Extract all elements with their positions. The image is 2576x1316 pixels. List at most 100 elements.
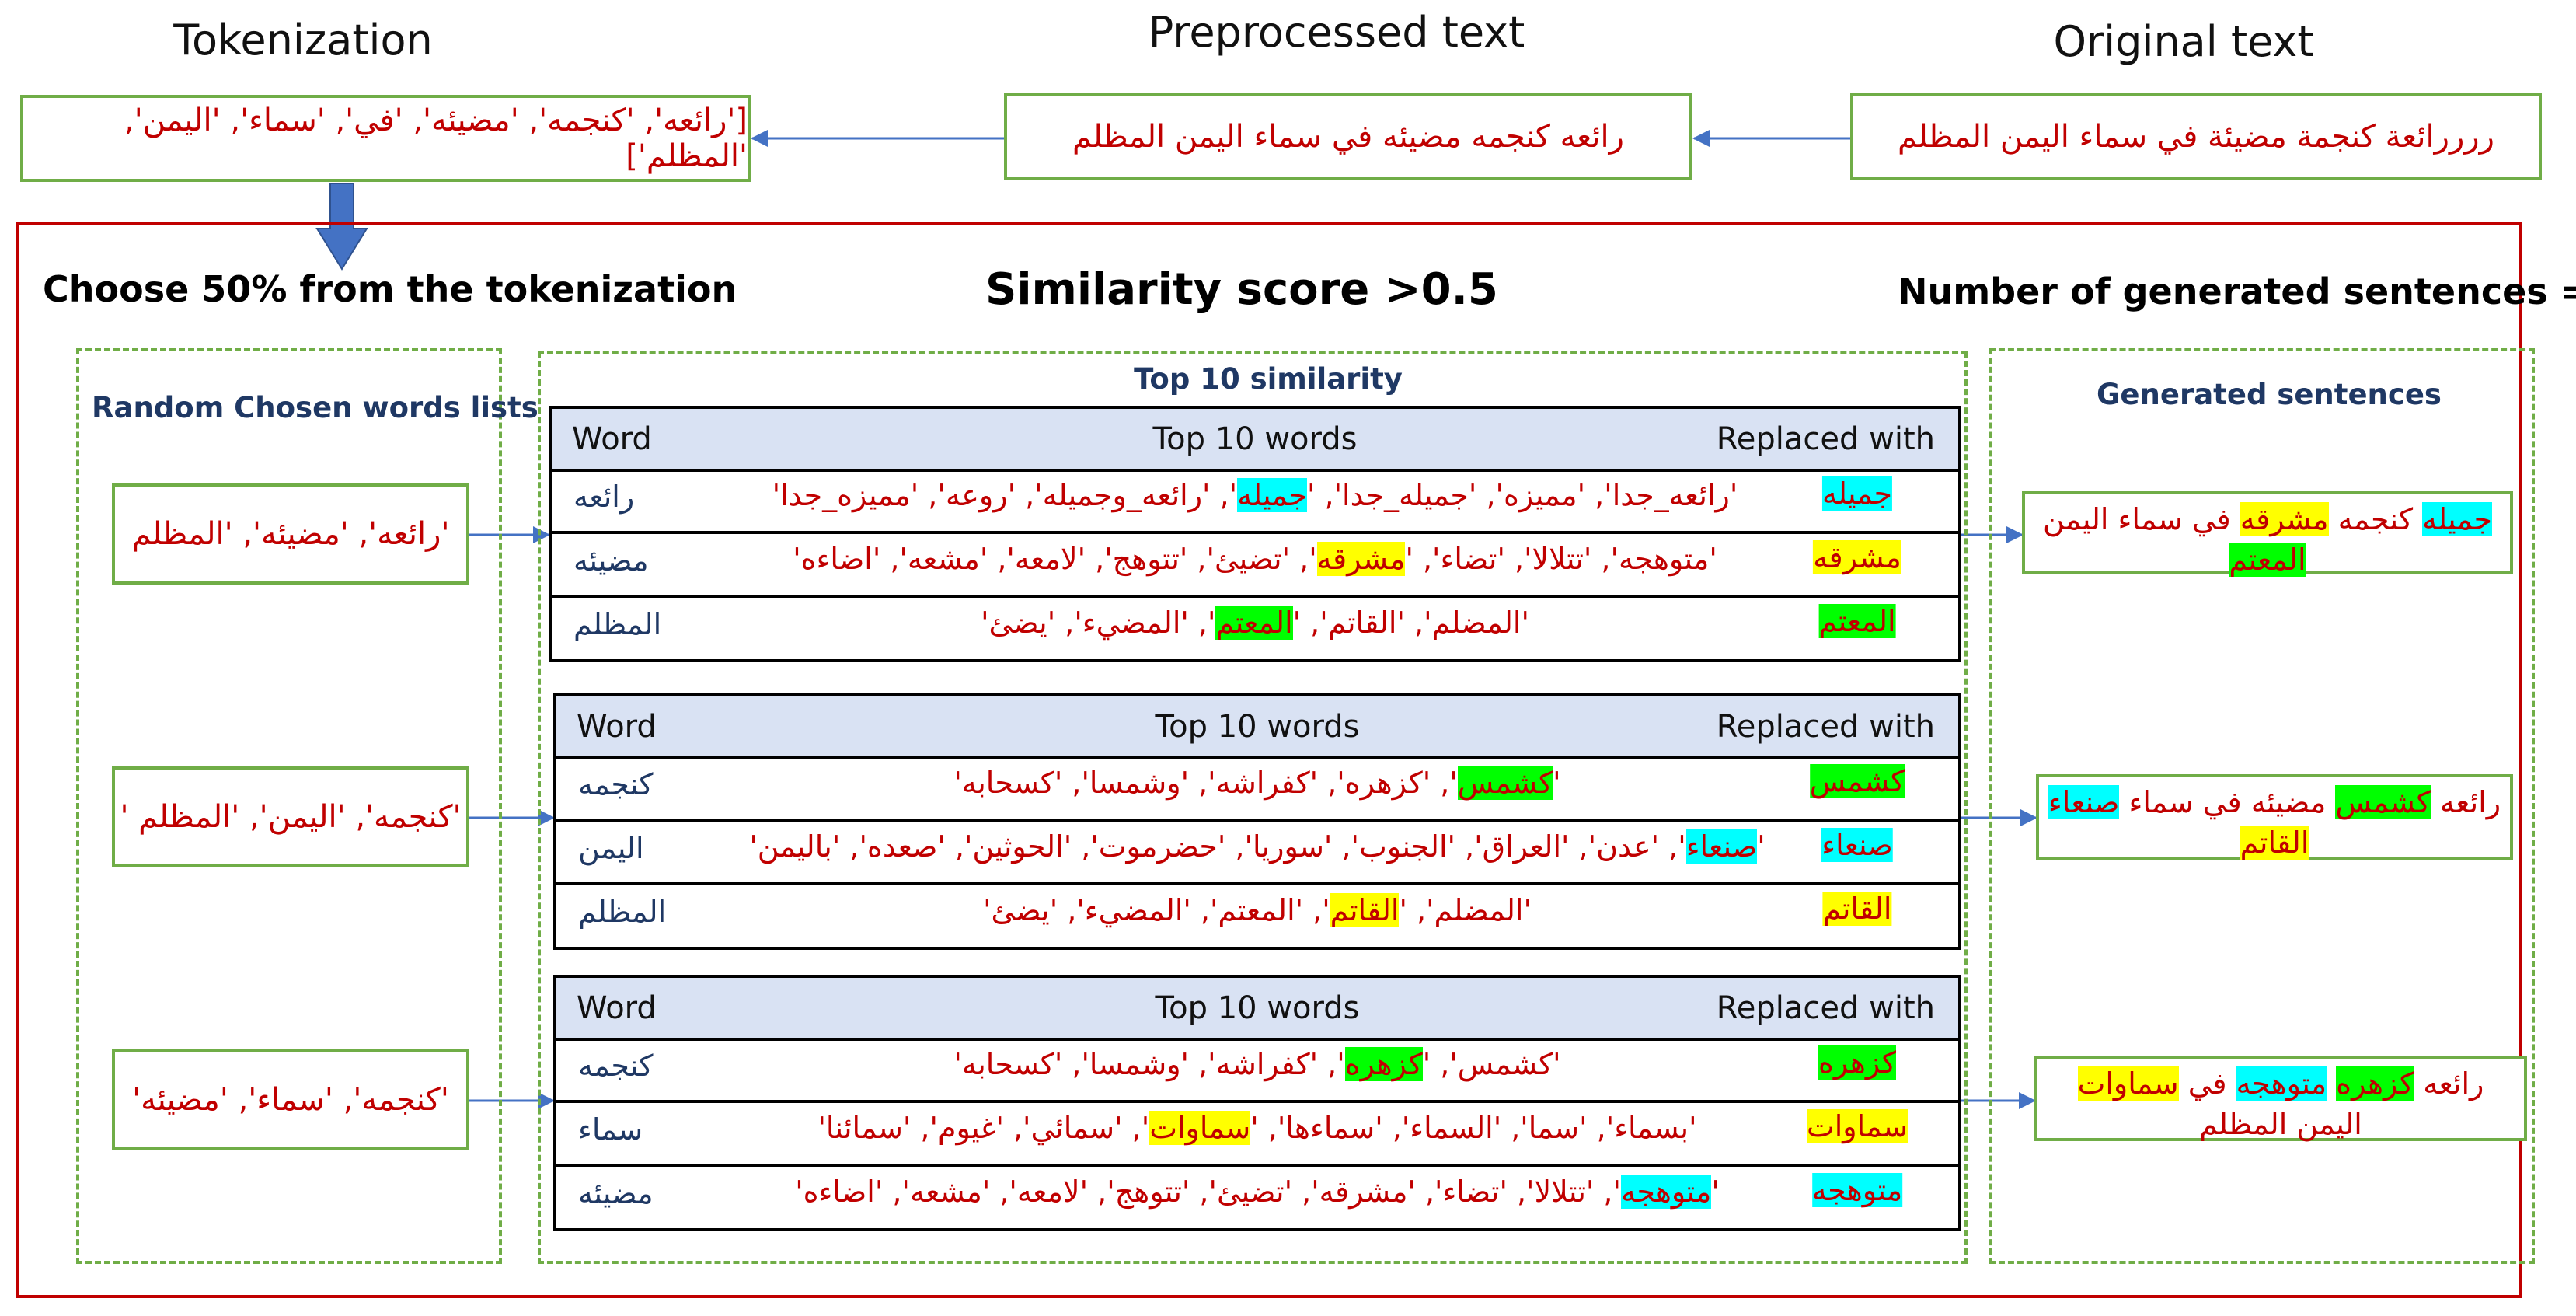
list-text: ', 'تضيئ', 'تتوهج', 'لامعه', 'مشعه', 'اض… [793,542,1317,576]
table-row: المظلم 'المضلم', 'القاتم', 'المعتم', 'الم… [556,884,1958,946]
generated-line-1: جميله كنجمه مشرقه في سماء اليمن [2025,499,2510,539]
row-similar-words: 'كشمس', 'كزهره', 'كفراشه', 'وشمسا', 'كسح… [556,766,1958,800]
list-highlight: سماوات [1149,1111,1251,1145]
table-row: كنجمه 'كشمس', 'كزهره', 'كفراشه', 'وشمسا',… [556,1038,1958,1103]
sentence-segment: مضيئه في سماء [2119,785,2336,819]
row-replaced: متوهجه [1811,1173,1903,1207]
header-word: Word [577,709,657,745]
row-replaced: المعتم [1818,604,1896,638]
row-replaced: سماوات [1806,1109,1908,1143]
replaced-segment: القاتم [2240,826,2309,860]
row-word: كنجمه [578,767,654,801]
header-word: Word [572,421,652,457]
chosen-list-2: 'كنجمه', 'اليمن', 'المظلم ' [112,766,469,867]
sentence-segment: في سماء اليمن [2042,502,2240,536]
sentence-segment: رائعه [2414,1066,2484,1101]
row-similar-words: 'كشمس', 'كزهره', 'كفراشه', 'وشمسا', 'كسح… [556,1047,1958,1081]
list-text: 'بسماء', 'سما', 'السماء', 'سماءها', ' [1250,1111,1697,1145]
preprocessed-text: رائعه كنجمه مضيئه في سماء اليمن المظلم [1072,119,1624,155]
table-row: رائعه 'رائعه_جدا', 'مميزه', 'جميله_جدا', … [552,469,1958,534]
header-word: Word [577,990,657,1026]
list-highlight: متوهجه [1620,1175,1712,1209]
header-top10: Top 10 words [1152,421,1358,457]
list-highlight: كشمس [1457,766,1553,800]
table-row: مضيئه 'متوهجه', 'تتلالا', 'تضاء', 'مشرقه'… [552,532,1958,598]
list-text: ' [1711,1175,1720,1209]
replaced-segment: كشمس [2335,785,2431,819]
replaced-segment: جميله [2422,502,2493,536]
row-word: رائعه [573,480,635,514]
list-text: ', 'كفراشه', 'وشمسا', 'كسحابه' [953,1047,1345,1081]
sentence-segment [2327,1066,2336,1101]
row-replaced: مشرقه [1813,540,1901,574]
process-frame [16,222,2522,1298]
replaced-word: القاتم [1822,892,1892,926]
random-column-title: Random Chosen words lists [92,391,539,424]
row-replaced: جميله [1822,476,1892,511]
generated-sentence-3: رائعه كزهره متوهجه في سماوات اليمن المظل… [2034,1056,2527,1141]
row-word: مضيئه [573,543,649,578]
generated-line-1: رائعه كشمس مضيئه في سماء صنعاء [2039,782,2510,822]
row-word: المظلم [573,607,662,641]
sentence-segment: اليمن المظلم [2199,1107,2362,1141]
similarity-table-2: Word Top 10 words Replaced with كنجمه 'كشمس'… [553,693,1961,950]
row-similar-words: 'متوهجه', 'تتلالا', 'تضاء', 'مشرقه', 'تض… [556,1175,1958,1209]
chosen-list-text: 'كنجمه', 'سماء', 'مضيئه' [132,1082,449,1118]
replaced-word: متوهجه [1811,1173,1903,1207]
chosen-list-1: 'رائعه', 'مضيئه', 'المظلم [112,483,469,585]
similarity-table-1: Word Top 10 words Replaced with رائعه 'رائعه… [549,406,1961,662]
chosen-list-text: 'كنجمه', 'اليمن', 'المظلم ' [120,799,462,835]
tokenization-title: Tokenization [173,16,433,65]
table-row: اليمن 'صنعاء', 'عدن', 'العراق', 'الجنوب',… [556,820,1958,885]
list-highlight: كزهره [1344,1047,1423,1081]
replaced-segment: سماوات [2077,1066,2179,1101]
list-text: 'المضلم', ' [1399,893,1532,927]
row-word: اليمن [578,831,644,865]
table-header: Word Top 10 words Replaced with [552,409,1958,472]
header-replaced: Replaced with [1716,709,1935,745]
replaced-word: كزهره [1818,1045,1896,1080]
generated-line-2: اليمن المظلم [2037,1104,2524,1144]
list-text: 'المضلم', 'القاتم', ' [1292,606,1529,640]
replaced-word: مشرقه [1813,540,1901,574]
generated-column [1989,348,2535,1264]
list-text: ', 'كزهره', 'كفراشه', 'وشمسا', 'كسحابه' [953,766,1458,800]
list-text: ', 'عدن', 'العراق', 'الجنوب', 'سوريا', '… [749,829,1686,864]
sentence-segment: رائعه [2430,785,2501,819]
similarity-table-3: Word Top 10 words Replaced with كنجمه 'كشمس'… [553,975,1961,1231]
original-text: ررررائعة كنجمة مضيئة في سماء اليمن المظل… [1898,119,2494,155]
replaced-segment: صنعاء [2048,785,2120,819]
replaced-word: سماوات [1806,1109,1908,1143]
header-replaced: Replaced with [1716,421,1935,457]
replaced-word: كشمس [1809,764,1905,798]
block-down-arrow [315,183,368,271]
list-text: 'كشمس', ' [1422,1047,1561,1081]
table-row: المظلم 'المضلم', 'القاتم', ' المعتم ', 'الم… [552,596,1958,658]
replaced-word: جميله [1822,476,1892,511]
list-text: ' [1553,766,1561,800]
row-replaced: صنعاء [1821,828,1893,862]
list-text: ', 'المضيء', 'يضئ' [981,606,1216,640]
generated-column-title: Generated sentences [2097,378,2442,411]
sentence-segment: كنجمه [2328,502,2423,536]
row-word: كنجمه [578,1049,654,1083]
table-row: مضيئه 'متوهجه', 'تتلالا', 'تضاء', 'مشرقه'… [556,1165,1958,1227]
chosen-list-3: 'كنجمه', 'سماء', 'مضيئه' [112,1049,469,1150]
list-highlight: جميله [1237,478,1307,512]
row-replaced: كزهره [1818,1045,1896,1080]
generated-line-2: المعتم [2025,539,2510,580]
number-header: Number of generated sentences = 3 [1898,271,2576,312]
header-top10: Top 10 words [1155,709,1360,745]
top10-column-title: Top 10 similarity [1134,362,1403,396]
list-text: ', 'تتلالا', 'تضاء', 'مشرقه', 'تضيئ', 'ت… [795,1175,1621,1209]
original-box: ررررائعة كنجمة مضيئة في سماء اليمن المظل… [1850,93,2542,180]
generated-line-1: رائعه كزهره متوهجه في سماوات [2037,1063,2524,1104]
generated-sentence-1: جميله كنجمه مشرقه في سماء اليمن المعتم [2022,491,2513,577]
replaced-segment: متوهجه [2236,1066,2327,1101]
similarity-header: Similarity score >0.5 [985,264,1498,315]
replaced-segment: كزهره [2336,1066,2414,1101]
preprocessed-title: Preprocessed text [1148,8,1525,57]
list-text: 'متوهجه', 'تتلالا', 'تضاء', ' [1405,542,1717,576]
replaced-word: المعتم [1818,604,1896,638]
list-highlight: مشرقه [1316,542,1406,576]
